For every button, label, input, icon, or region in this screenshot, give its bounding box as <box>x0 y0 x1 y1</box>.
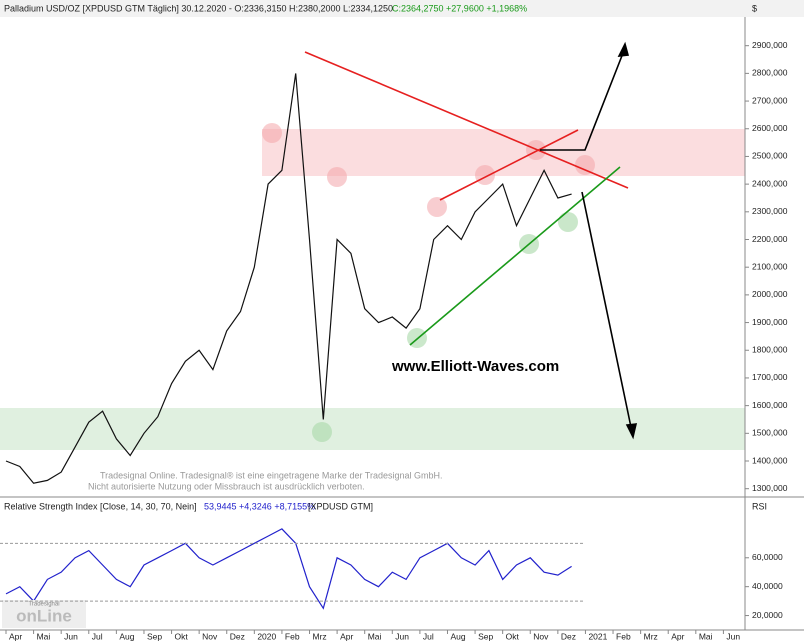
y-tick-label: 60,0000 <box>752 552 783 562</box>
y-tick-label: 2700,000 <box>752 95 788 105</box>
logo-box <box>2 600 86 628</box>
rsi-value: 53,9445 +4,3246 +8,7155% <box>204 501 315 511</box>
logo: onLine <box>16 606 72 625</box>
pivot-circle <box>558 212 578 232</box>
trendline <box>304 51 629 189</box>
y-tick-label: 1800,000 <box>752 345 788 355</box>
x-tick-label: Jul <box>92 631 103 641</box>
arrowhead <box>617 41 630 57</box>
arrow-down <box>581 191 633 433</box>
x-tick-label: Mai <box>37 631 51 641</box>
x-tick-label: Dez <box>230 631 245 641</box>
y-tick-label: 1900,000 <box>752 317 788 327</box>
pivot-circle <box>575 155 595 175</box>
x-tick-label: Mrz <box>313 631 327 641</box>
support-zone <box>0 408 745 450</box>
annotations <box>304 41 638 440</box>
y-tick-label: 2800,000 <box>752 68 788 78</box>
x-tick-label: Dez <box>561 631 576 641</box>
x-tick-label: 2020 <box>257 631 276 641</box>
x-tick-label: Nov <box>533 631 549 641</box>
header-text: Palladium USD/OZ [XPDUSD GTM Täglich] 30… <box>4 3 393 13</box>
y-tick-label: 2900,000 <box>752 40 788 50</box>
x-tick-label: Okt <box>175 631 189 641</box>
x-tick-label: Jun <box>726 631 740 641</box>
arrowhead <box>625 423 638 440</box>
x-tick-label: Mai <box>368 631 382 641</box>
series-layer <box>5 73 572 610</box>
pivot-circle <box>312 422 332 442</box>
x-tick-label: Jun <box>64 631 78 641</box>
x-tick-label: Okt <box>506 631 520 641</box>
y-tick-label: 1600,000 <box>752 400 788 410</box>
y-tick-label: 2300,000 <box>752 206 788 216</box>
x-tick-label: Apr <box>671 631 684 641</box>
header-bar <box>0 0 804 17</box>
y-tick-label: 1700,000 <box>752 372 788 382</box>
series-line <box>5 73 572 484</box>
currency: $ <box>752 3 757 13</box>
arrow-up <box>540 47 626 151</box>
y-tick-label: 2200,000 <box>752 234 788 244</box>
pivot-circle <box>262 123 282 143</box>
y-tick-label: 2500,000 <box>752 151 788 161</box>
x-tick-label: Mrz <box>644 631 658 641</box>
trendline <box>439 129 579 201</box>
y-tick-label: 1400,000 <box>752 455 788 465</box>
x-tick-label: Apr <box>340 631 353 641</box>
rsi-title: Relative Strength Index [Close, 14, 30, … <box>4 501 197 511</box>
logo-small: Tradesignal <box>28 602 59 608</box>
pivot-circle <box>327 167 347 187</box>
y-tick-label: 1500,000 <box>752 428 788 438</box>
x-tick-label: Aug <box>450 631 465 641</box>
x-tick-label: Sep <box>478 631 493 641</box>
x-tick-label: Feb <box>285 631 300 641</box>
website: www.Elliott-Waves.com <box>391 358 559 375</box>
x-tick-label: Jun <box>395 631 409 641</box>
y-tick-label: 2000,000 <box>752 289 788 299</box>
x-tick-label: 2021 <box>588 631 607 641</box>
y-tick-label: 20,0000 <box>752 610 783 620</box>
y-tick-label: 2600,000 <box>752 123 788 133</box>
close-info: C:2364,2750 +27,9600 +1,1968% <box>392 3 527 13</box>
x-tick-label: Aug <box>119 631 134 641</box>
rsi-symbol: [XPDUSD GTM] <box>308 501 373 511</box>
y-tick-label: 1300,000 <box>752 483 788 493</box>
x-tick-label: Sep <box>147 631 162 641</box>
pivot-circle <box>475 165 495 185</box>
y-tick-label: 40,0000 <box>752 581 783 591</box>
x-tick-label: Apr <box>9 631 22 641</box>
watermark: Tradesignal Online. Tradesignal® ist ein… <box>100 470 442 480</box>
y-tick-label: 2100,000 <box>752 261 788 271</box>
series-line <box>5 528 572 610</box>
x-tick-label: Feb <box>616 631 631 641</box>
x-tick-label: Mai <box>699 631 713 641</box>
y-tick-label: 2400,000 <box>752 178 788 188</box>
pivot-circle <box>427 197 447 217</box>
watermark: Nicht autorisierte Nutzung oder Missbrau… <box>88 481 365 491</box>
x-tick-label: Jul <box>423 631 434 641</box>
x-tick-label: Nov <box>202 631 218 641</box>
rsi-axis-title: RSI <box>752 501 767 511</box>
trendline <box>409 166 621 346</box>
